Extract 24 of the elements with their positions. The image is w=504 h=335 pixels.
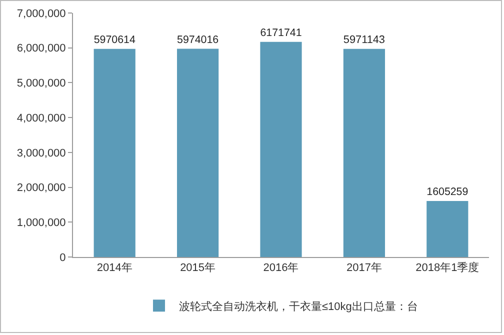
- x-tick-label: 2017年: [346, 262, 382, 274]
- x-tick-label: 2016年: [263, 262, 299, 274]
- legend-label: 波轮式全自动洗衣机，干衣量≤10kg出口总量：台: [179, 300, 418, 313]
- data-label: 6171741: [260, 26, 302, 39]
- y-tick-label: 3,000,000: [16, 147, 66, 160]
- y-tick-label: 6,000,000: [16, 42, 66, 55]
- x-tick-label: 2018年1季度: [416, 261, 480, 274]
- y-tick-label: 2,000,000: [16, 182, 66, 194]
- y-tick-label: 1,000,000: [16, 216, 66, 229]
- y-tick-label: 4,000,000: [16, 112, 66, 124]
- y-tick-label: 5,000,000: [16, 78, 66, 90]
- data-label: 5971143: [343, 34, 385, 46]
- bar: [260, 42, 302, 257]
- x-tick-label: 2014年: [96, 262, 132, 274]
- data-label: 5970614: [94, 34, 136, 46]
- bar: [343, 48, 385, 257]
- y-tick-label: 0: [60, 252, 66, 264]
- data-label: 1605259: [426, 186, 468, 198]
- bar: [177, 48, 219, 257]
- bar: [426, 201, 468, 257]
- y-tick-label: 7,000,000: [16, 8, 66, 20]
- x-tick-label: 2015年: [180, 262, 216, 274]
- bar: [94, 48, 136, 257]
- data-label: 5974016: [177, 34, 219, 46]
